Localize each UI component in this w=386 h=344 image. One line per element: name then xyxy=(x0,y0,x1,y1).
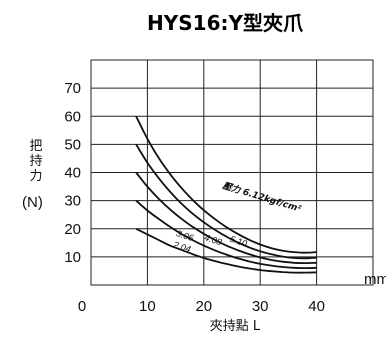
grid xyxy=(90,59,374,286)
curves: 2.043.06 4.08 5.10 xyxy=(135,115,317,274)
curve-label: 5.10 xyxy=(229,234,249,249)
x-tick-label: 10 xyxy=(139,298,156,315)
y-tick-label: 30 xyxy=(64,193,81,210)
x-axis-unit: mm xyxy=(364,271,386,288)
y-tick-label: 40 xyxy=(64,165,81,182)
x-tick-label: 30 xyxy=(252,298,269,315)
y-tick-label: 50 xyxy=(64,136,81,153)
curve-2.04 xyxy=(135,227,317,274)
y-axis-label: 把持力 xyxy=(29,139,42,184)
curve-label: 4.08 xyxy=(203,232,223,247)
curve-3.06 xyxy=(135,199,317,270)
y-tick-label: 20 xyxy=(64,221,81,238)
curve-5.10 xyxy=(135,143,317,260)
pressure-annotation: 壓力 6.12kgf/cm² xyxy=(220,180,302,215)
chart-title: HYS16:Y型夾爪 xyxy=(147,11,304,35)
x-tick-label: 0 xyxy=(78,298,86,315)
x-axis-label: 夾持點 L xyxy=(210,319,261,334)
y-axis-unit: (N) xyxy=(22,194,43,211)
x-tick-label: 20 xyxy=(195,298,212,315)
curve-4.08 xyxy=(135,171,317,265)
x-tick-label: 40 xyxy=(308,298,325,315)
y-axis-label-char: 持 xyxy=(29,154,42,169)
curve-6.12 xyxy=(135,115,317,254)
tick-labels: 10 20 30 40 50 60 70 0 10 20 30 40 xyxy=(64,80,325,315)
y-tick-label: 70 xyxy=(64,80,81,97)
y-tick-label: 60 xyxy=(64,108,81,125)
y-axis-label-char: 力 xyxy=(29,169,42,184)
y-axis-label-char: 把 xyxy=(29,139,42,154)
y-tick-label: 10 xyxy=(64,249,81,266)
